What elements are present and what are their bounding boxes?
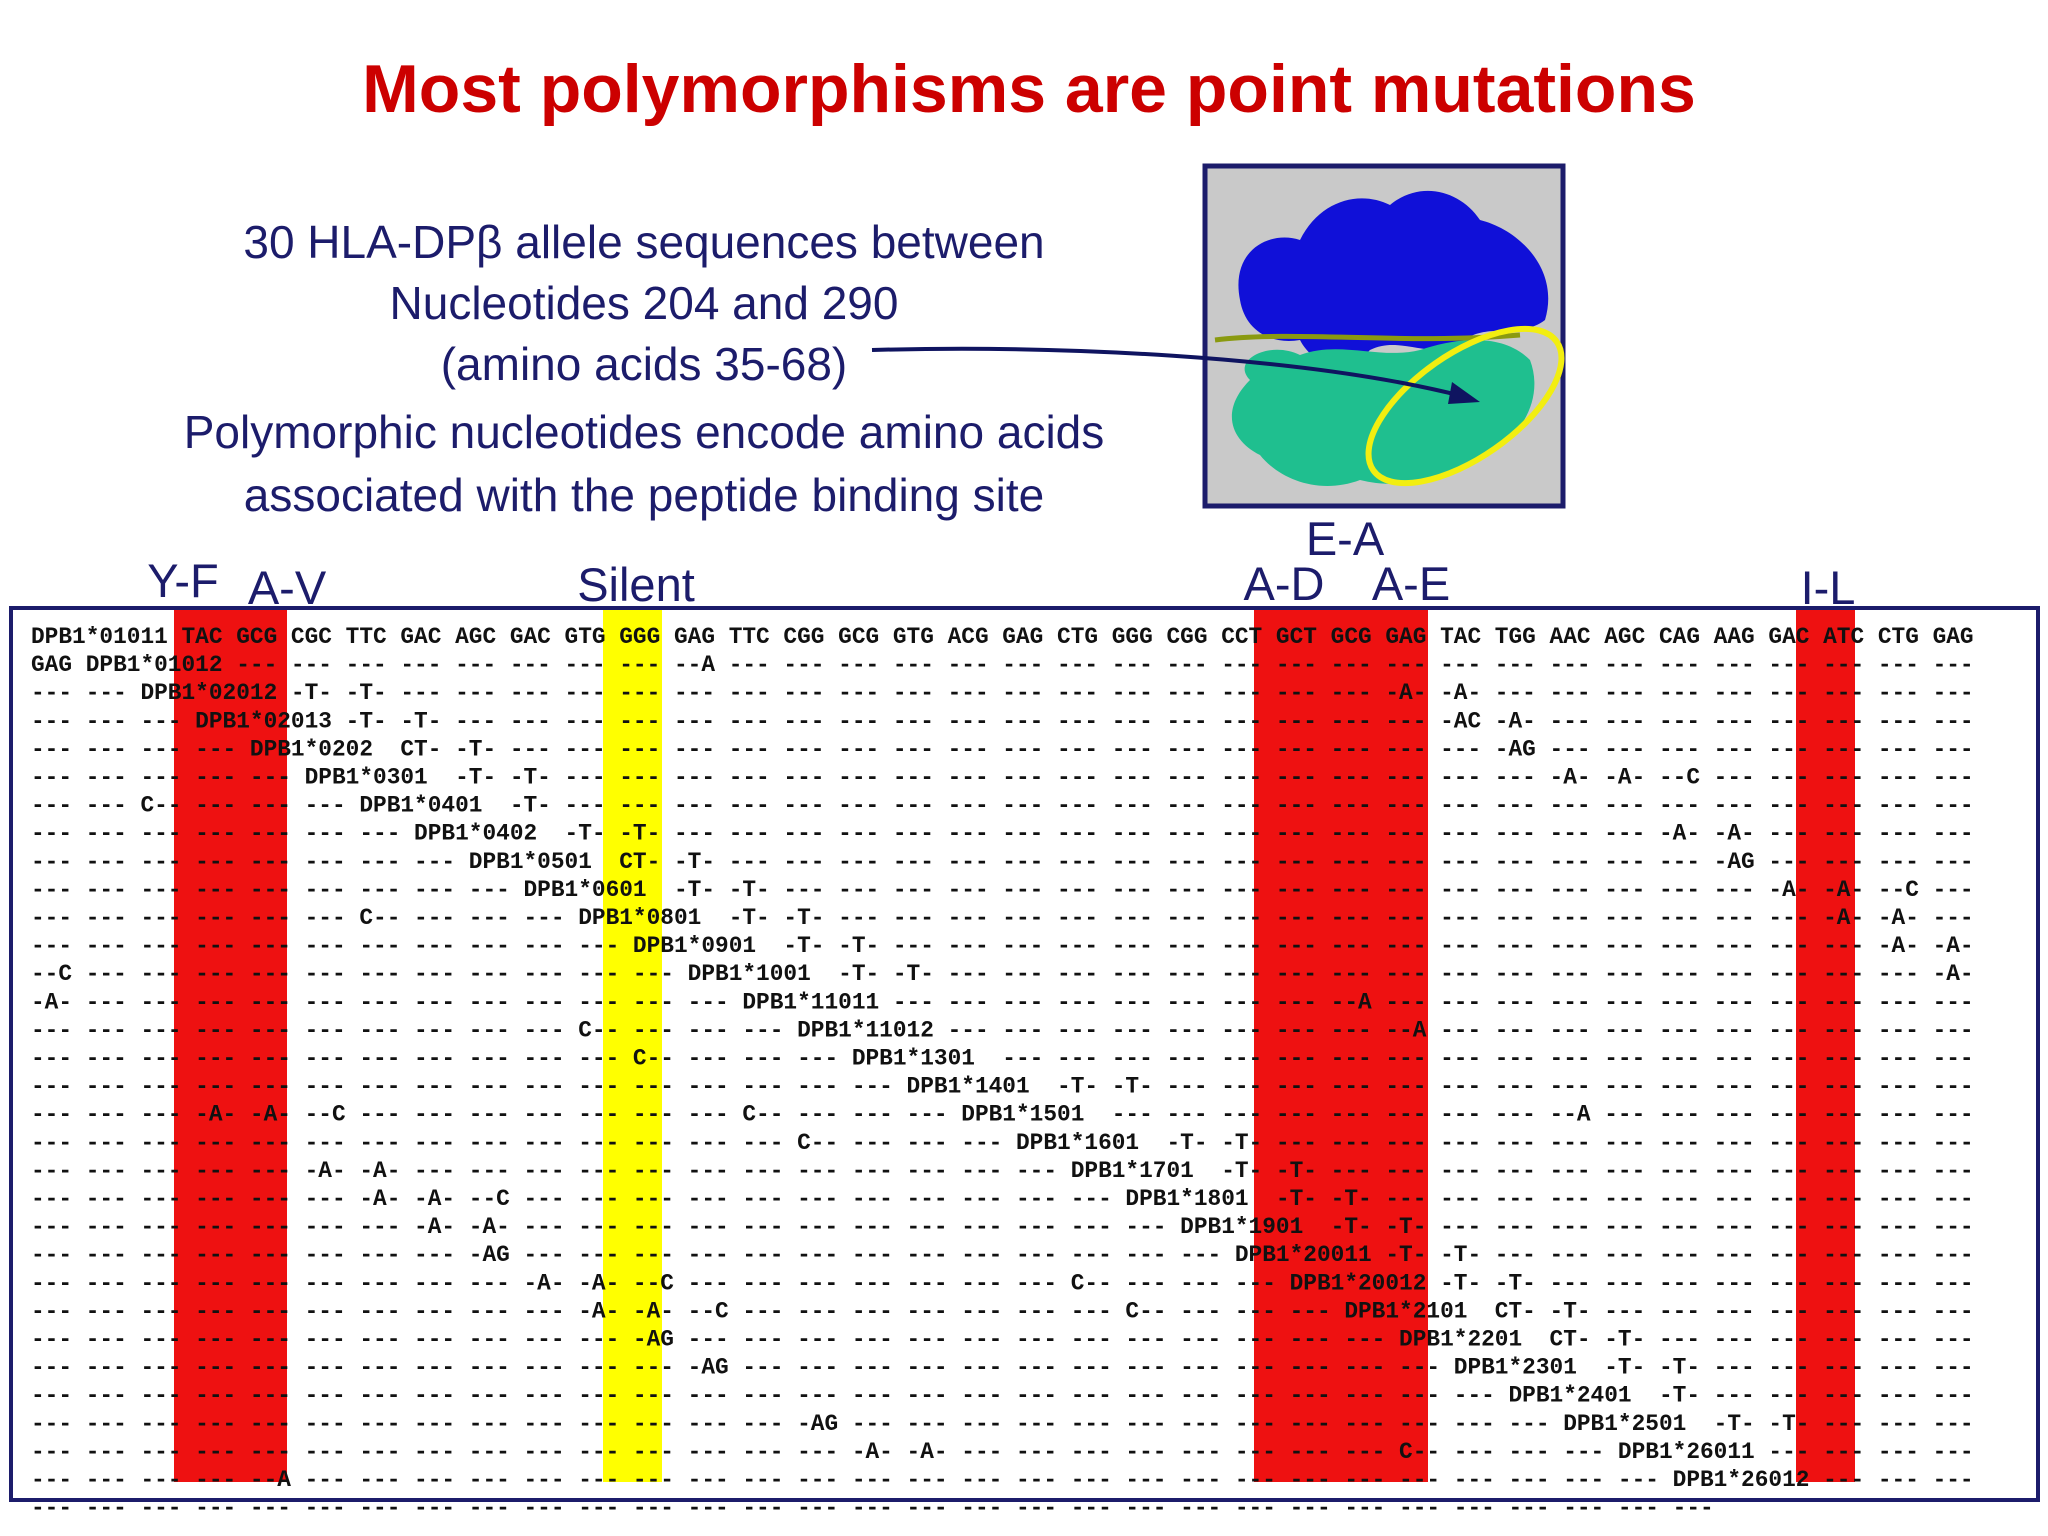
sequence-row: --- --- --- --- --A --- --- --- --- --- … [31,1467,1974,1493]
peptide [1214,332,1521,343]
sequence-panel: DPB1*01011 TAC GCG CGC TTC GAC AGC GAC G… [9,606,2040,1521]
sequence-row: --- --- --- --- --- --- --- --- --- --- … [31,933,1974,959]
column-label: E-A [1306,512,1385,565]
sequence-row: --- --- --- --- --- --- --- --- --- --- … [31,1495,1714,1521]
sequence-row: --- --- --- --- --- --- --- --- --- DPB1… [31,877,1974,903]
sequence-row: GAG DPB1*01012 --- --- --- --- --- --- -… [31,652,1974,678]
sequence-row: --- --- --- --- --- --- --- --- --- --- … [31,1355,1974,1381]
column-label: Y-F [147,554,218,607]
sequence-row: --- --- --- --- --- --- --- --- --- --- … [31,1017,1974,1043]
sequence-row: --- --- --- --- --- --- --- --- --- --- … [31,1327,1974,1353]
column-label: Silent [577,558,695,611]
sequence-row: --- --- --- --- --- DPB1*0301 -T- -T- --… [31,765,1974,791]
blue-domain [1238,190,1549,366]
sequence-row: --- --- --- --- --- --- C-- --- --- --- … [31,905,1974,931]
sequence-row: --- --- --- --- --- --- --- --- --- --- … [31,1411,1974,1437]
highlight-band [603,610,662,1482]
sequence-row: --- --- --- --- DPB1*0202 CT- -T- --- --… [31,736,1974,762]
slide-title: Most polymorphisms are point mutations [362,51,1696,127]
sequence-row: --- --- --- DPB1*02013 -T- -T- --- --- -… [31,708,1974,734]
description-line: 30 HLA-DPβ allele sequences between [243,216,1044,268]
binding-site-ring [1365,325,1565,487]
sequence-row: --- --- --- --- --- --- -A- -A- --C --- … [31,1186,1974,1212]
sequence-row: --- --- --- --- --- --- --- --- --- --- … [31,1130,1974,1156]
sequence-row: --- --- C-- --- --- --- DPB1*0401 -T- --… [31,793,1974,819]
sequence-row: --- --- --- --- --- --- --- --- --- --- … [31,1298,1974,1324]
arrow [871,346,1480,404]
arrow-head [1448,382,1480,404]
sequence-row: --- --- --- --- --- --- --- --- --- --- … [31,1046,1974,1072]
column-label: I-L [1801,561,1856,614]
highlight-band [174,610,287,1482]
sequence-row: -A- --- --- --- --- --- --- --- --- --- … [31,989,1974,1015]
sequence-row: --- --- --- --- --- --- --- -A- -A- --- … [31,1214,1974,1240]
sequence-row: --- --- --- --- --- --- --- --- DPB1*050… [31,849,1974,875]
description-line: Nucleotides 204 and 290 [390,277,899,329]
sequence-row: --- --- --- --- --- --- --- DPB1*0402 -T… [31,821,1974,847]
description-line: associated with the peptide binding site [244,469,1044,521]
sequence-row: --- --- --- -A- -A- --C --- --- --- --- … [31,1102,1974,1128]
sequence-row: --- --- DPB1*02012 -T- -T- --- --- --- -… [31,680,1974,706]
sequence-row: --- --- --- --- --- --- --- --- -AG --- … [31,1242,1974,1268]
protein-structure [1202,163,1566,509]
sequence-row: --- --- --- --- --- --- --- --- --- -A- … [31,1270,1974,1296]
column-label: A-E [1372,557,1450,610]
sequence-row: --- --- --- --- --- -A- -A- --- --- --- … [31,1158,1974,1184]
description: 30 HLA-DPβ allele sequences between Nucl… [184,216,1105,521]
panel-frame [9,606,2040,1502]
sequence-row: DPB1*01011 TAC GCG CGC TTC GAC AGC GAC G… [31,624,1974,650]
sequence-row: --- --- --- --- --- --- --- --- --- --- … [31,1383,1974,1409]
arrow-shaft [871,346,1463,398]
column-labels: Y-F A-V Silent E-A A-D A-E I-L [147,512,1855,614]
sequence-row: --- --- --- --- --- --- --- --- --- --- … [31,1074,1974,1100]
highlight-band [1796,610,1855,1482]
sequence-row: --- --- --- --- --- --- --- --- --- --- … [31,1439,1974,1465]
description-line: (amino acids 35-68) [441,338,848,390]
highlight-band [1254,610,1428,1482]
description-line: Polymorphic nucleotides encode amino aci… [184,406,1105,458]
column-label: A-V [248,561,327,614]
sequence-row: --C --- --- --- --- --- --- --- --- --- … [31,961,1974,987]
column-label: A-D [1244,557,1325,610]
